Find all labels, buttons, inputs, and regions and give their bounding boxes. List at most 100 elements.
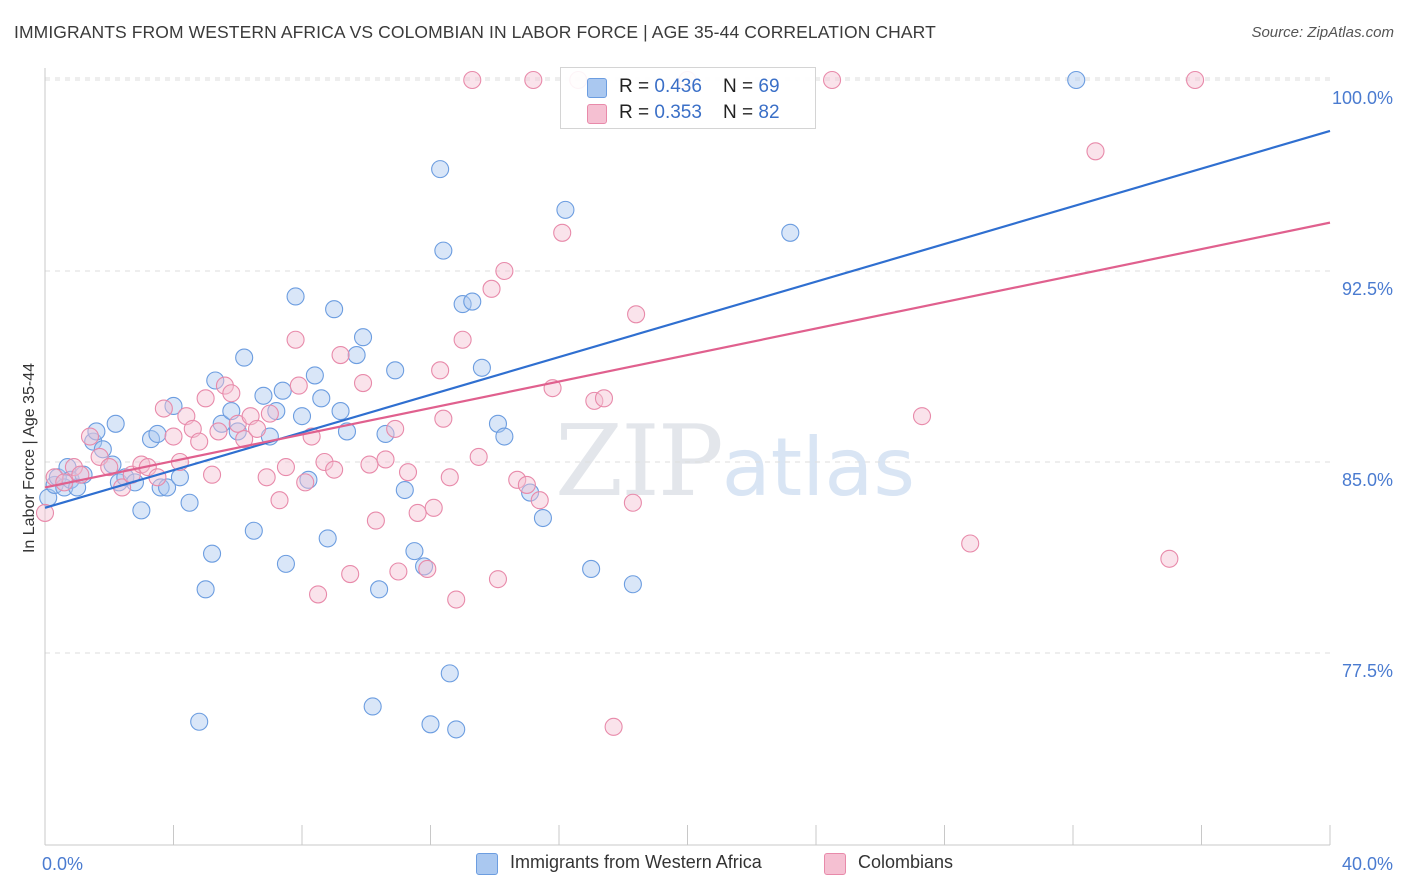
series-colombians-points [35,70,1205,736]
colombians-point [360,455,379,474]
watermark: ZIPatlas [555,405,915,519]
n-value-colombians: 82 [758,102,780,123]
axes [44,68,1331,846]
western-africa-point [203,544,222,563]
western-africa-point [318,529,337,548]
western-africa-point [556,200,575,219]
western-africa-point [472,358,491,377]
grid [45,77,1330,654]
colombians-point [424,498,443,517]
colombians-point [341,565,360,584]
colombians-point [376,450,395,469]
colombians-point [247,419,267,438]
y-tick-label: 77.5% [1342,661,1393,681]
colombians-point [154,399,173,418]
stats-text-colombians: R = 0.353 N = 82 [619,102,780,123]
western-africa-point [781,223,800,242]
r-value-western-africa: 0.436 [654,76,702,97]
colombians-point [488,570,508,589]
colombians-point [604,717,623,736]
western-africa-point [206,371,225,390]
colombians-point [386,419,405,438]
western-africa-point [235,348,254,367]
colombians-point [447,590,466,609]
western-africa-point [415,557,434,576]
stats-legend: R = 0.436 N = 69 R = 0.353 N = 82 [560,67,816,129]
western-africa-point [148,424,167,444]
western-africa-point [325,300,344,319]
colombians-point [508,470,527,489]
western-africa-point [305,366,324,385]
stats-text-western-africa: R = 0.436 N = 69 [619,76,780,97]
western-africa-point [533,508,552,528]
western-africa-point [440,664,459,683]
colombians-point [823,70,842,90]
chart-title: IMMIGRANTS FROM WESTERN AFRICA VS COLOMB… [14,22,936,42]
colombians-point [164,427,183,446]
y-tick-label: 100.0% [1332,88,1393,108]
colombians-point [325,460,344,479]
colombians-point [209,422,228,441]
y-tick-label: 85.0% [1342,470,1393,490]
colombians-point [418,559,437,579]
colombians-point [469,447,488,466]
colombians-point [203,465,222,484]
colombians-point [912,407,932,426]
colombians-point [453,330,472,349]
western-africa-point [623,575,642,594]
colombians-point [434,409,453,428]
colombians-point [309,585,328,604]
western-africa-point [395,480,414,500]
colombians-point [389,562,408,581]
colombians-point [495,261,514,281]
colombians-point [64,458,83,477]
r-value-colombians: 0.353 [654,102,702,123]
western-africa-point [1067,70,1086,90]
colombians-point [276,458,295,477]
western-africa-point [376,424,395,444]
trend-line-colombians [44,221,1331,489]
western-africa-point [331,402,350,421]
western-africa-point [228,422,247,441]
colombians-point [530,491,549,510]
colombians-point [286,330,305,349]
colombians-point [257,468,276,487]
colombians-point [1186,70,1205,90]
colombians-point [215,376,234,395]
western-africa-point [386,361,405,380]
n-value-western-africa: 69 [758,76,780,97]
colombians-point [222,384,241,403]
colombians-point [431,361,450,380]
legend-label-colombians: Colombians [858,852,954,872]
tick-labels: 77.5% 85.0% 92.5% 100.0% 0.0% 40.0% [42,88,1393,874]
western-africa-point [495,427,514,446]
trend-lines [44,129,1331,509]
colombians-point [35,503,55,522]
colombians-point [463,70,482,90]
colombians-point [289,376,308,395]
x-tick-label: 0.0% [42,854,83,874]
colombians-point [353,374,373,393]
colombians-point [296,473,315,492]
western-africa-point [434,241,453,260]
colombians-point [331,345,350,365]
series-western-africa-points [39,70,1086,739]
western-africa-point [170,468,189,487]
legend-swatch-western-africa [476,853,498,875]
western-africa-point [84,432,103,451]
western-africa-point [312,389,331,408]
western-africa-point [190,712,209,731]
colombians-point [270,491,289,510]
western-africa-point [292,407,312,426]
western-africa-point [151,478,170,497]
colombians-point [517,475,536,494]
watermark-atlas: atlas [721,421,916,514]
western-africa-point [180,493,199,512]
source-label: Source: ZipAtlas.com [1251,24,1394,41]
colombians-point [190,432,209,451]
colombians-point [627,305,646,324]
western-africa-point [463,292,482,311]
x-tick-label: 40.0% [1342,854,1393,874]
western-africa-point [421,715,440,734]
